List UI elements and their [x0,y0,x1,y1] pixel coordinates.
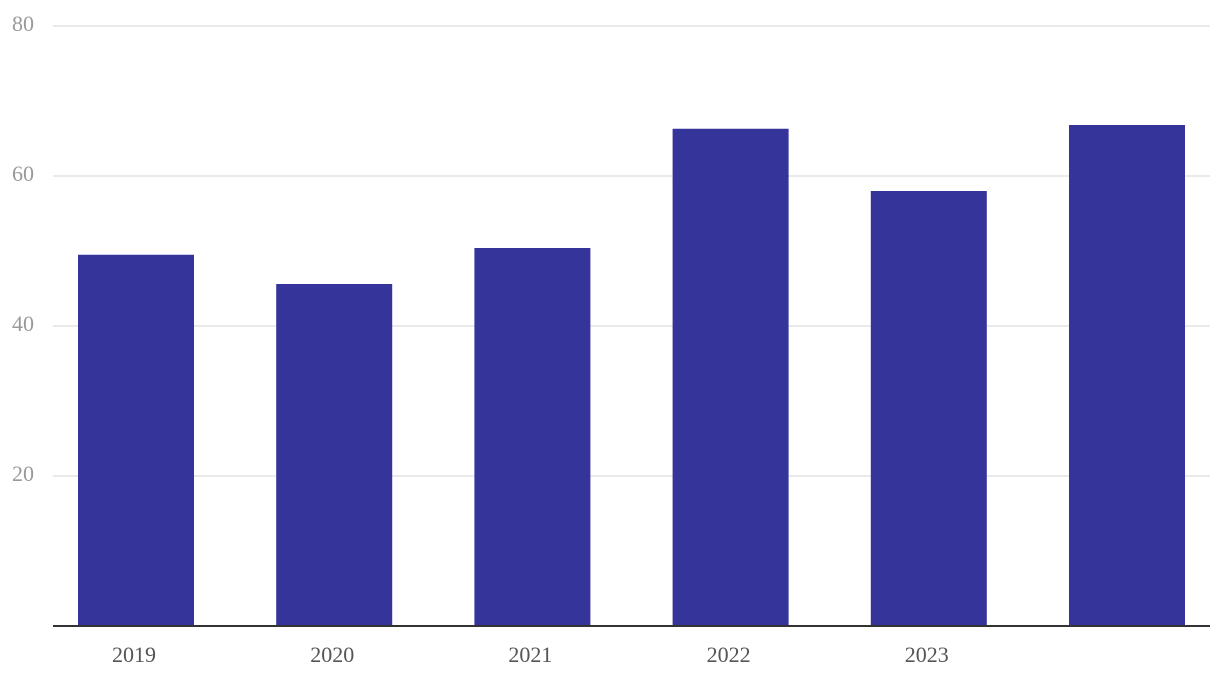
y-tick-label: 40 [12,311,34,336]
x-tick-label: 2019 [112,642,156,667]
y-tick-label: 80 [12,11,34,36]
y-tick-label: 20 [12,461,34,486]
x-tick-label: 2022 [707,642,751,667]
bar [78,254,194,626]
x-tick-label: 2021 [508,642,552,667]
bar [276,284,393,626]
bar [672,128,789,626]
y-tick-label: 60 [12,161,34,186]
x-tick-label: 2020 [310,642,354,667]
bar [1069,125,1185,626]
x-tick-label: 2023 [905,642,949,667]
bar [474,248,591,626]
bar [870,191,987,626]
